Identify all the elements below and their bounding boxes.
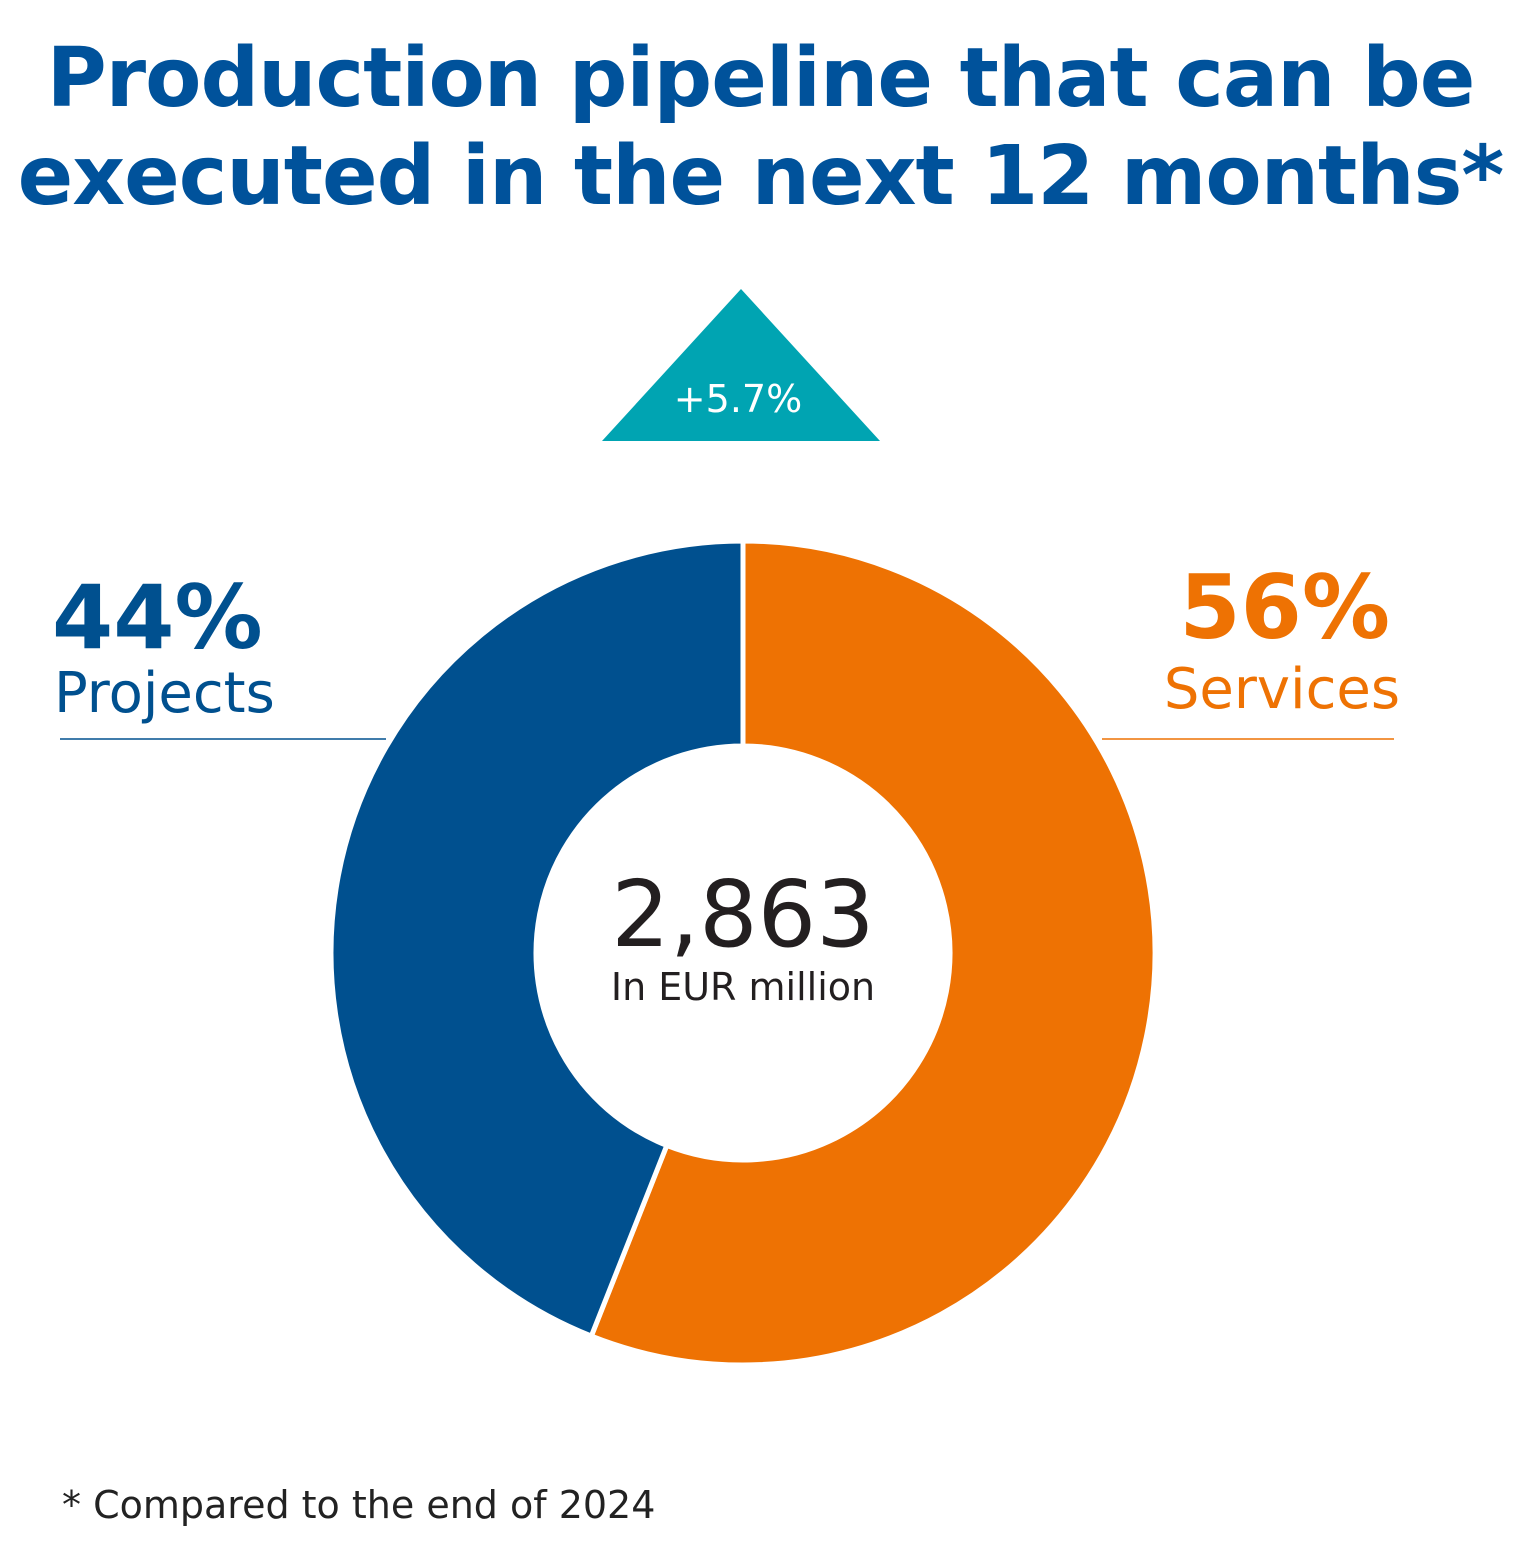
donut-slices — [328, 538, 1158, 1368]
projects-percentage-label: 44% — [52, 566, 263, 669]
chart-title-line-2: executed in the next 12 months* — [17, 129, 1505, 224]
footnote: * Compared to the end of 2024 — [62, 1483, 656, 1527]
chart-title-line-1: Production pipeline that can be — [46, 31, 1476, 126]
increase-badge-label: +5.7% — [674, 377, 802, 421]
increase-badge-triangle — [602, 289, 880, 441]
services-category-label: Services — [1164, 657, 1400, 722]
chart-title: Production pipeline that can be executed… — [0, 30, 1521, 226]
donut-slice-services — [588, 538, 1158, 1368]
center-unit-label: In EUR million — [611, 965, 875, 1009]
services-percentage-label: 56% — [1179, 556, 1390, 659]
center-total-value: 2,863 — [611, 861, 874, 968]
projects-category-label: Projects — [54, 661, 275, 726]
donut-slice-projects — [328, 538, 746, 1340]
